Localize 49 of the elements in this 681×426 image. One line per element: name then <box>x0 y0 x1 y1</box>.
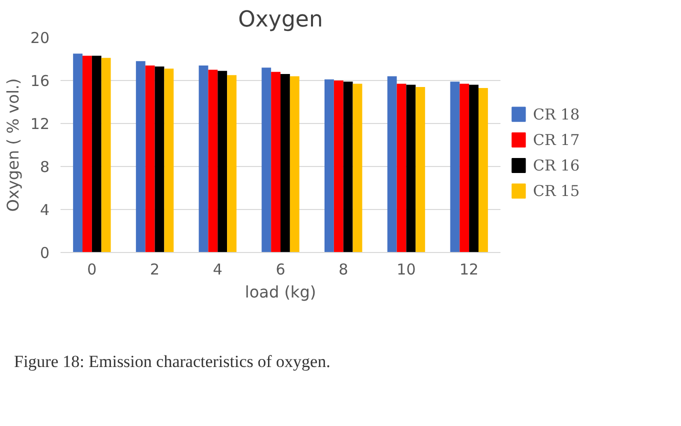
caption: Figure 18: Emission characteristics of oxygen. <box>14 351 330 373</box>
bar <box>227 75 236 252</box>
bar <box>208 70 218 252</box>
x-tick-label: 4 <box>212 260 222 278</box>
y-tick-label: 20 <box>30 29 50 47</box>
bar <box>324 79 334 252</box>
bar <box>478 88 488 252</box>
bar <box>154 66 164 252</box>
legend-label: CR 18 <box>533 105 580 124</box>
x-tick-label: 6 <box>276 260 286 278</box>
bar <box>406 84 416 252</box>
bar <box>387 76 397 252</box>
bar <box>136 61 146 252</box>
chart-title: Oxygen <box>238 8 323 32</box>
bar <box>396 84 406 252</box>
bar <box>334 80 344 252</box>
y-axis-title: Oxygen ( % vol.) <box>3 78 22 212</box>
legend-label: CR 17 <box>533 130 580 149</box>
bar <box>218 70 228 252</box>
bar <box>352 84 362 252</box>
bar <box>164 68 174 252</box>
x-tick-label: 2 <box>150 260 160 278</box>
bar <box>343 82 353 252</box>
bar <box>469 84 478 252</box>
bar <box>101 58 111 252</box>
bar <box>198 65 208 252</box>
legend-label: CR 16 <box>533 156 580 174</box>
legend-label: CR 15 <box>533 182 580 200</box>
y-tick-label: 0 <box>40 244 50 262</box>
bar <box>262 68 272 252</box>
bar <box>271 72 280 252</box>
x-tick-label: 8 <box>338 260 348 278</box>
y-tick-label: 12 <box>30 115 50 133</box>
bar <box>460 84 470 252</box>
bar <box>416 86 426 252</box>
x-tick-label: 12 <box>460 260 479 278</box>
bar <box>73 54 82 252</box>
bar <box>280 74 290 252</box>
y-tick-label: 4 <box>40 201 50 219</box>
y-tick-label: 16 <box>30 72 50 90</box>
bar <box>145 65 155 252</box>
bar <box>82 56 92 252</box>
bar <box>92 56 102 252</box>
x-tick-label: 10 <box>396 260 416 278</box>
bar <box>450 82 460 252</box>
x-axis-title: load (kg) <box>244 282 316 302</box>
x-tick-label: 0 <box>87 260 97 278</box>
y-tick-label: 8 <box>40 158 50 176</box>
bar <box>290 76 300 252</box>
